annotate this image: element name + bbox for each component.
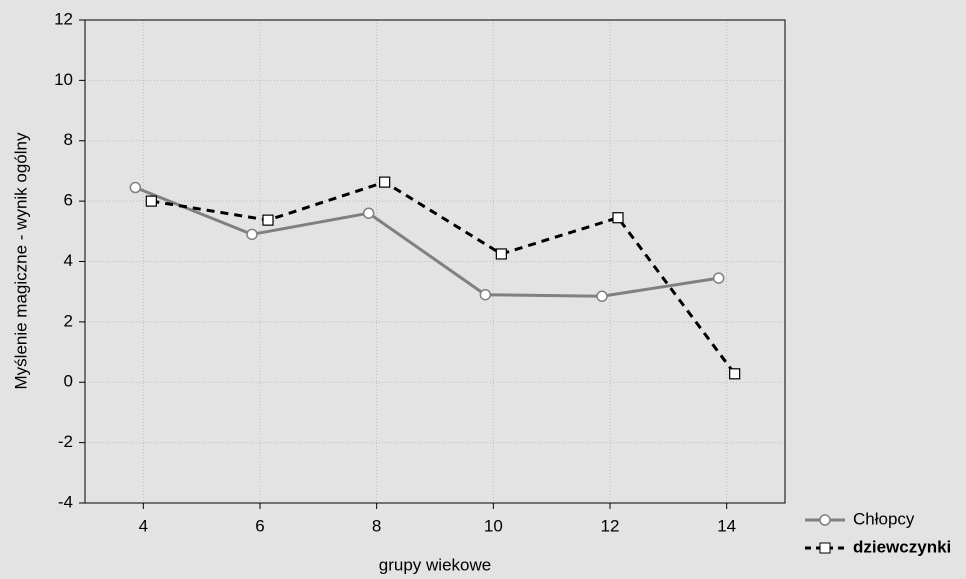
legend-marker <box>819 542 831 554</box>
marker <box>262 214 274 226</box>
marker <box>362 207 375 219</box>
y-tick-label: 8 <box>64 130 73 149</box>
y-axis-label: Myślenie magiczne - wynik ogólny <box>11 132 30 389</box>
y-tick-label: 4 <box>64 251 73 270</box>
plot-frame <box>84 19 786 504</box>
marker <box>612 212 624 224</box>
y-tick-label: 2 <box>64 311 73 330</box>
legend-marker <box>819 514 831 526</box>
marker <box>712 272 725 284</box>
x-tick-label: 6 <box>255 516 264 535</box>
x-tick-label: 8 <box>372 516 381 535</box>
marker <box>129 181 142 194</box>
marker <box>495 248 507 260</box>
y-tick-label: 10 <box>54 70 73 89</box>
legend-label: Chłopcy <box>853 509 915 528</box>
marker <box>246 228 258 241</box>
marker <box>729 368 741 380</box>
marker <box>145 195 157 207</box>
series-line <box>151 180 736 375</box>
x-axis-label: grupy wiekowe <box>379 555 491 574</box>
marker <box>596 290 608 302</box>
marker <box>479 288 492 301</box>
marker <box>379 176 391 188</box>
x-tick-label: 4 <box>139 516 148 535</box>
series-line <box>134 186 719 298</box>
y-tick-label: -2 <box>58 432 73 451</box>
y-tick-label: 6 <box>64 191 73 210</box>
x-tick-label: 10 <box>484 516 503 535</box>
x-tick-label: 14 <box>717 516 736 535</box>
x-tick-label: 12 <box>601 516 620 535</box>
y-tick-label: 12 <box>54 9 73 28</box>
legend-label: dziewczynki <box>853 537 951 556</box>
y-tick-label: 0 <box>64 372 73 391</box>
y-tick-label: -4 <box>58 492 73 511</box>
